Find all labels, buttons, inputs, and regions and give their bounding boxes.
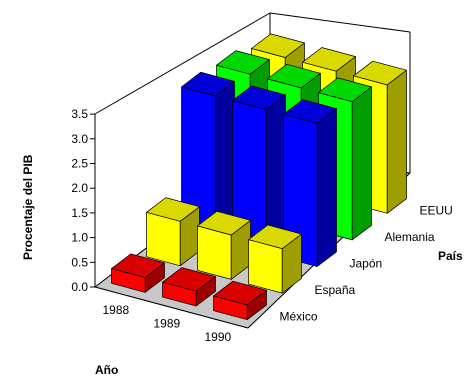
y-tick-label: 2.5 (71, 157, 88, 171)
bar (111, 253, 165, 293)
depth-tick-label: Alemania (385, 230, 435, 244)
bar-side-face (386, 69, 407, 214)
x-tick-label: 1989 (154, 317, 181, 331)
depth-tick-label: EEUU (420, 203, 453, 217)
bar-top-face (318, 77, 372, 102)
bar (181, 71, 235, 240)
x-tick-label: 1990 (205, 330, 232, 344)
back-wall-top-edge (269, 12, 411, 33)
bar-top-face (181, 71, 235, 97)
bar-side-face (316, 108, 337, 267)
y-axis-title: Procentaje del PIB (21, 154, 35, 260)
bar-front-face (248, 239, 283, 294)
bar-top-face (248, 224, 302, 249)
bar (197, 210, 251, 280)
bar (283, 99, 337, 267)
bar-top-face (251, 33, 305, 58)
bar-top-face (146, 197, 200, 222)
bar-top-face (162, 267, 216, 292)
bar-top-face (232, 85, 286, 110)
bar-top-face (111, 253, 165, 278)
bar-side-face (351, 86, 372, 241)
bar-top-face (283, 99, 337, 124)
y-tick-label: 0.0 (71, 280, 88, 294)
depth-axis-title: País (438, 249, 463, 263)
y-tick-label: 3.5 (71, 107, 88, 121)
labels-group: 0.0 0.5 1.0 1.5 2.0 2.5 3.0 3.5 1988 1989 1990 Méxi… (71, 107, 453, 344)
bar-top-face (267, 63, 321, 89)
x-axis-line (94, 286, 249, 329)
bar (232, 85, 286, 254)
bar-top-face (213, 280, 267, 306)
y-tick-label: 1.5 (71, 206, 88, 220)
y-tick-label: 2.0 (71, 181, 88, 195)
bar-top-face (353, 60, 407, 86)
depth-tick-label: México (280, 310, 318, 324)
bar (162, 267, 216, 307)
depth-tick-label: Japón (350, 257, 383, 271)
x-axis-title: Año (95, 363, 118, 377)
bars-group (111, 33, 407, 321)
bar (248, 224, 302, 294)
bar-top-face (302, 47, 356, 72)
depth-tick-label: España (315, 283, 356, 297)
bar-front-face (146, 211, 181, 267)
bar (213, 280, 267, 321)
bar (146, 197, 200, 267)
y-tick-label: 1.0 (71, 231, 88, 245)
bar-top-face (197, 210, 251, 236)
y-tick-label: 3.0 (71, 132, 88, 146)
x-tick-label: 1988 (103, 303, 130, 317)
side-wall-top-edge (94, 12, 271, 115)
bar-top-face (216, 50, 270, 75)
y-tick-label: 0.5 (71, 255, 88, 269)
